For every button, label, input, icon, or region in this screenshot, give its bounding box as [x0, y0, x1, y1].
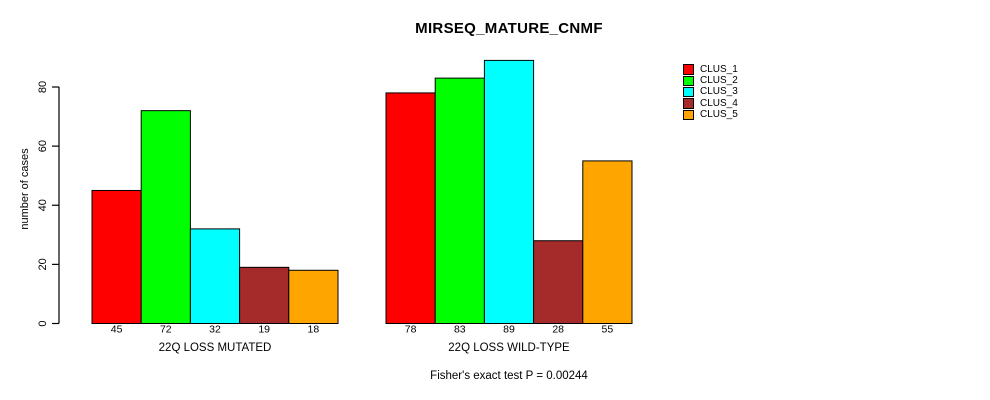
y-tick-label: 40: [37, 199, 49, 211]
bar-value-label: 32: [209, 324, 221, 336]
legend-label: CLUS_2: [700, 74, 738, 86]
legend-label: CLUS_4: [700, 97, 738, 109]
bar-value-label: 19: [258, 324, 270, 336]
legend-swatch-icon: [683, 75, 694, 87]
legend-item-clus_5: CLUS_5: [683, 108, 738, 121]
bar-clus_1-group2: [385, 92, 436, 324]
legend-swatch-icon: [683, 64, 694, 75]
bar-value-label: 78: [405, 324, 417, 336]
legend-swatch-icon: [683, 98, 694, 109]
bar-clus_4-group2: [533, 240, 584, 325]
bar-clus_4-group1: [239, 266, 290, 324]
legend-item-clus_4: CLUS_4: [683, 98, 738, 109]
y-tick-label: 0: [37, 320, 49, 326]
legend-item-clus_3: CLUS_3: [683, 87, 738, 98]
bar-clus_2-group2: [434, 77, 485, 324]
chart-title: MIRSEQ_MATURE_CNMF: [415, 20, 603, 37]
legend-swatch-icon: [683, 109, 694, 121]
bar-value-label: 45: [111, 324, 123, 336]
bar-clus_3-group2: [483, 59, 535, 325]
bar-value-label: 28: [552, 324, 564, 336]
bar-clus_5-group1: [288, 269, 339, 325]
legend: CLUS_1 CLUS_2 CLUS_3 CLUS_4 CLUS_5: [683, 64, 738, 121]
bar-value-label: 72: [160, 324, 172, 336]
bar-clus_1-group1: [91, 189, 142, 324]
x-group-label-mutated: 22Q LOSS MUTATED: [158, 342, 272, 354]
bar-clus_2-group1: [140, 110, 191, 325]
legend-swatch-icon: [683, 86, 694, 98]
legend-item-clus_2: CLUS_2: [683, 74, 738, 87]
legend-label: CLUS_5: [700, 108, 738, 120]
y-tick-label: 80: [37, 81, 49, 93]
y-tick-label: 20: [37, 258, 49, 270]
y-tick-label: 60: [37, 140, 49, 152]
legend-label: CLUS_3: [700, 86, 738, 98]
x-group-label-wild-type: 22Q LOSS WILD-TYPE: [448, 342, 570, 354]
bar-value-label: 89: [503, 324, 515, 336]
legend-label: CLUS_1: [700, 63, 738, 75]
legend-item-clus_1: CLUS_1: [683, 64, 738, 75]
bar-value-label: 83: [454, 324, 466, 336]
bar-clus_5-group2: [582, 160, 633, 324]
bar-clus_3-group1: [189, 228, 241, 324]
bar-value-label: 18: [308, 324, 320, 336]
fisher-test-annotation: Fisher's exact test P = 0.00244: [430, 370, 588, 382]
bar-value-label: 55: [602, 324, 614, 336]
y-axis-title: number of cases: [19, 148, 31, 230]
